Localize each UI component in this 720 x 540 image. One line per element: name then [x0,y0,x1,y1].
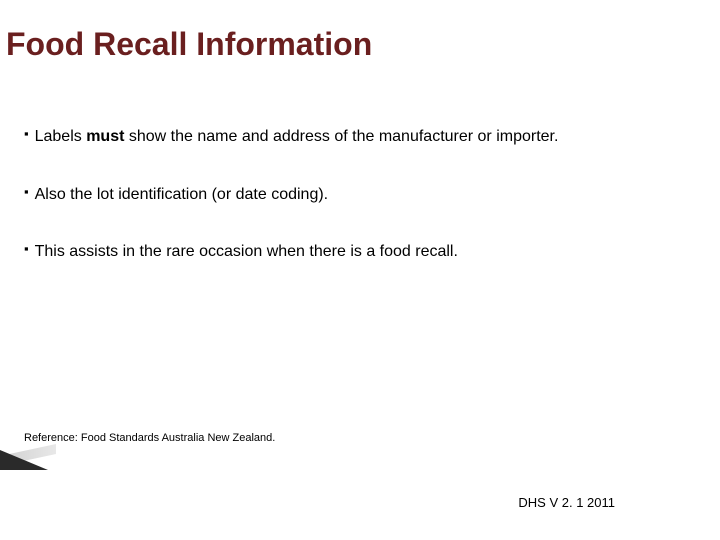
bullet-text: Labels must show the name and address of… [35,124,559,150]
accent-shape-dark [0,450,48,470]
bullet-suffix: show the name and address of the manufac… [124,128,558,145]
bullet-bold: must [86,128,124,145]
bullet-marker-icon: ▪ [24,182,29,202]
page-title: Food Recall Information [6,26,372,63]
list-item: ▪ Labels must show the name and address … [24,124,690,150]
footer-text: DHS V 2. 1 2011 [518,495,615,510]
list-item: ▪ Also the lot identification (or date c… [24,182,690,208]
bullet-list: ▪ Labels must show the name and address … [24,124,690,297]
decorative-accent [0,442,60,470]
bullet-text: Also the lot identification (or date cod… [35,182,329,208]
list-item: ▪ This assists in the rare occasion when… [24,239,690,265]
reference-text: Reference: Food Standards Australia New … [24,432,275,444]
bullet-text: This assists in the rare occasion when t… [35,239,458,265]
bullet-prefix: Labels [35,128,87,145]
bullet-marker-icon: ▪ [24,124,29,144]
bullet-marker-icon: ▪ [24,239,29,259]
